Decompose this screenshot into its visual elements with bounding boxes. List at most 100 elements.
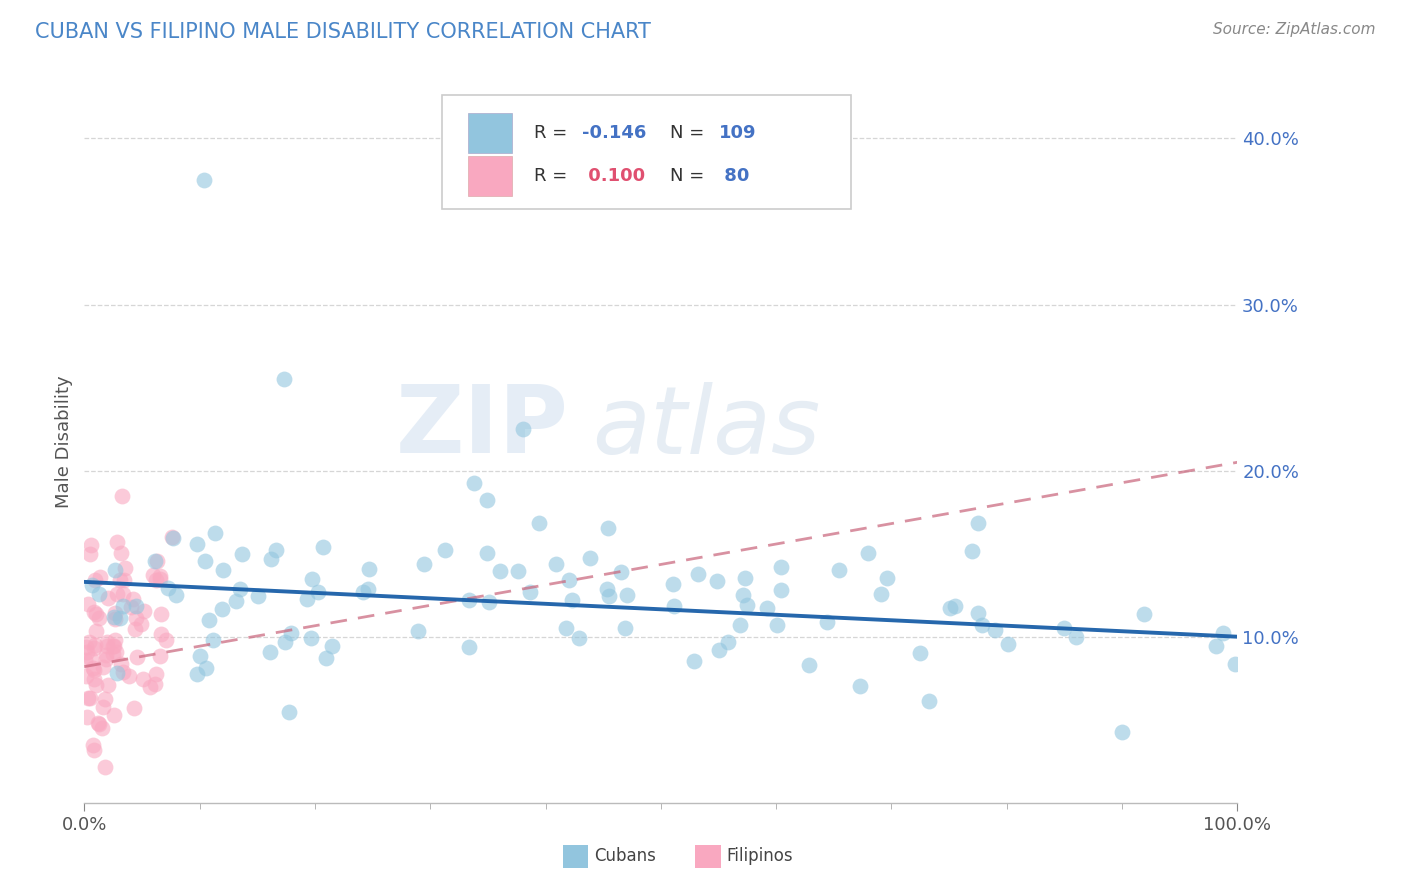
Point <box>79 635 101 649</box>
Y-axis label: Male Disability: Male Disability <box>55 376 73 508</box>
Point <box>110 573 132 587</box>
Point <box>568 631 591 645</box>
Point <box>828 564 851 578</box>
Point <box>143 554 166 568</box>
Point <box>149 572 172 586</box>
Point <box>150 627 173 641</box>
Point <box>506 564 529 578</box>
Point <box>613 621 636 635</box>
Point <box>434 543 457 558</box>
Point <box>856 545 879 559</box>
Point <box>105 645 128 659</box>
Point <box>960 543 983 558</box>
Point <box>97 678 120 692</box>
Point <box>734 571 756 585</box>
Point <box>105 666 128 681</box>
Point <box>546 557 568 571</box>
FancyBboxPatch shape <box>441 95 851 209</box>
Point <box>301 572 323 586</box>
Point <box>598 589 620 603</box>
Point <box>190 649 212 664</box>
Point <box>89 570 111 584</box>
Point <box>194 554 217 568</box>
Point <box>112 574 135 588</box>
Point <box>1205 639 1227 653</box>
Point <box>142 567 165 582</box>
Point <box>299 631 322 645</box>
Point <box>101 639 124 653</box>
Point <box>150 607 173 622</box>
Point <box>211 601 233 615</box>
Point <box>91 721 114 735</box>
Point <box>165 588 187 602</box>
Point <box>112 587 135 601</box>
Point <box>943 599 966 613</box>
Point <box>120 600 142 615</box>
Point <box>76 645 98 659</box>
Point <box>103 639 125 653</box>
Point <box>121 591 143 606</box>
Point <box>94 691 117 706</box>
Point <box>84 607 107 621</box>
Point <box>201 632 224 647</box>
Point <box>82 738 104 752</box>
Point <box>87 610 110 624</box>
Point <box>870 587 893 601</box>
Point <box>104 563 127 577</box>
Point <box>247 590 270 604</box>
Text: N =: N = <box>671 168 710 186</box>
Point <box>129 617 152 632</box>
Point <box>103 609 125 624</box>
Text: Cubans: Cubans <box>593 847 655 865</box>
Point <box>108 611 131 625</box>
Point <box>84 678 107 692</box>
Point <box>94 759 117 773</box>
Point <box>357 561 380 575</box>
Point <box>83 640 105 655</box>
Point <box>83 663 105 677</box>
Point <box>259 644 281 658</box>
Point <box>204 526 226 541</box>
Point <box>105 587 128 601</box>
Point <box>357 582 380 597</box>
Point <box>458 592 481 607</box>
Text: -0.146: -0.146 <box>582 124 647 142</box>
Point <box>103 707 125 722</box>
Point <box>134 604 156 618</box>
Point <box>104 633 127 648</box>
Point <box>477 493 499 508</box>
Point <box>1223 657 1246 671</box>
Point <box>111 665 134 679</box>
Point <box>477 594 499 608</box>
Point <box>756 600 779 615</box>
Point <box>198 613 221 627</box>
Point <box>75 669 97 683</box>
Point <box>82 661 104 675</box>
Point <box>939 601 962 615</box>
Point <box>80 652 103 666</box>
Point <box>519 585 541 599</box>
Point <box>312 540 335 554</box>
Point <box>967 516 990 531</box>
Point <box>112 599 135 613</box>
Point <box>149 569 172 583</box>
Point <box>579 550 602 565</box>
Point <box>155 633 177 648</box>
Point <box>91 700 114 714</box>
Point <box>688 567 710 582</box>
Point <box>352 585 374 599</box>
Point <box>224 594 246 608</box>
Point <box>84 573 107 587</box>
Point <box>735 598 758 612</box>
Point <box>149 649 172 664</box>
Point <box>769 582 792 597</box>
Point <box>96 652 118 666</box>
Point <box>89 717 111 731</box>
Point <box>527 516 550 531</box>
Point <box>139 680 162 694</box>
Point <box>797 658 820 673</box>
Point <box>80 538 103 552</box>
Point <box>849 679 872 693</box>
Point <box>186 537 208 551</box>
Text: R =: R = <box>534 168 574 186</box>
